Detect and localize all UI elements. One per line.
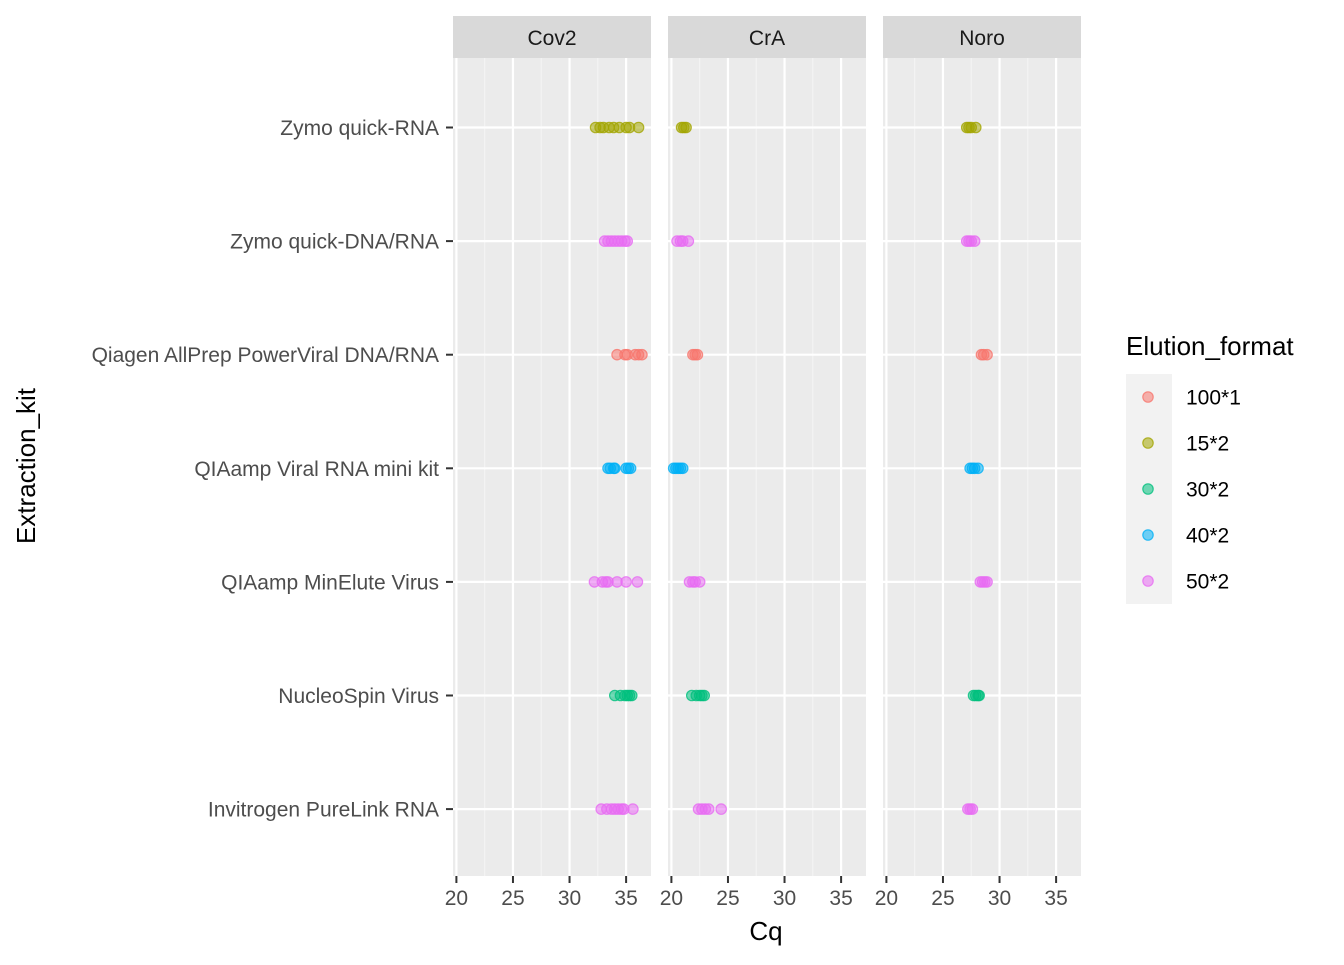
data-point [680,121,692,134]
data-point [698,689,711,702]
y-axis: Zymo quick-RNA Zymo quick-DNA/RNA Qiagen A… [92,117,453,822]
x-axis-cov2: 20 25 30 35 [445,876,638,910]
y-tick-label-qiagen-allprep-powerviral-dna-rna: Qiagen AllPrep PowerViral DNA/RNA [92,344,439,367]
legend-key-15-2 [1142,437,1154,449]
data-point [632,121,645,134]
x-tick-label: 30 [988,887,1011,910]
data-point [631,576,644,588]
y-tick-label-qiaamp-minelute-virus: QIAamp MinElute Virus [221,571,439,594]
data-point [682,235,695,247]
legend-label-50-2: 50*2 [1186,571,1229,594]
data-point [621,235,634,247]
data-point [627,803,639,815]
x-tick-label: 35 [614,887,637,910]
facet-panels: Cov2 CrA Noro [453,16,1081,876]
legend-label-30-2: 30*2 [1186,479,1229,502]
x-tick-label: 25 [931,887,954,910]
x-tick-label: 35 [829,887,852,910]
x-tick-label: 30 [558,887,581,910]
facet-label-cra: CrA [749,27,785,50]
x-axes: 20 25 30 35 20 25 30 35 20 25 30 35 [445,876,1068,910]
x-axis-cra: 20 25 30 35 [660,876,853,910]
facet-panel-cra: CrA [667,16,866,876]
legend-label-100-1: 100*1 [1186,387,1241,410]
data-point [620,576,632,588]
facet-label-cov2: Cov2 [527,27,576,50]
legend-label-15-2: 15*2 [1186,433,1229,456]
data-point [968,235,981,247]
legend-key-50-2 [1142,575,1154,587]
data-point [969,121,982,134]
x-tick-label: 20 [660,887,683,910]
facet-strip [668,16,866,58]
data-point [624,462,637,475]
facet-panel-noro: Noro [883,16,1081,876]
x-tick-label: 25 [716,887,739,910]
y-tick-label-qiaamp-viral-rna-mini-kit: QIAamp Viral RNA mini kit [194,458,439,481]
data-point [981,348,993,361]
data-point [973,689,985,702]
data-point [715,803,727,815]
x-tick-label: 20 [875,887,898,910]
facet-strip [453,16,651,58]
y-tick-label-zymo-quick-rna: Zymo quick-RNA [280,117,439,140]
facet-panel-cov2: Cov2 [453,16,651,876]
data-point [625,689,638,702]
x-tick-label: 35 [1044,887,1067,910]
legend-label-40-2: 40*2 [1186,525,1229,548]
panel-background [668,58,866,876]
x-axis-title: Cq [749,916,782,946]
facet-label-noro: Noro [959,27,1005,50]
y-axis-title: Extraction_kit [11,387,41,544]
y-tick-label-zymo-quick-dna-rna: Zymo quick-DNA/RNA [230,231,439,254]
legend-key-100-1 [1142,391,1154,403]
data-point [966,803,979,815]
data-point [676,462,689,475]
data-point [608,462,621,475]
data-point [981,576,993,588]
x-axis-noro: 20 25 30 35 [875,876,1068,910]
y-tick-label-nucleospin-virus: NucleoSpin Virus [278,685,439,708]
data-point [693,576,706,588]
legend-key-30-2 [1142,483,1154,495]
data-point [691,348,704,361]
y-tick-label-invitrogen-purelink-rna: Invitrogen PureLink RNA [208,799,439,822]
legend-key-40-2 [1142,529,1154,541]
data-point [702,803,715,815]
data-point [972,462,984,475]
x-tick-label: 20 [445,887,468,910]
x-tick-label: 30 [773,887,796,910]
data-point [636,348,648,361]
x-tick-label: 25 [501,887,524,910]
facet-strip [883,16,1081,58]
legend-title: Elution_format [1126,331,1294,361]
legend: Elution_format 100*1 15*2 30*2 40*2 50*2 [1126,331,1294,604]
